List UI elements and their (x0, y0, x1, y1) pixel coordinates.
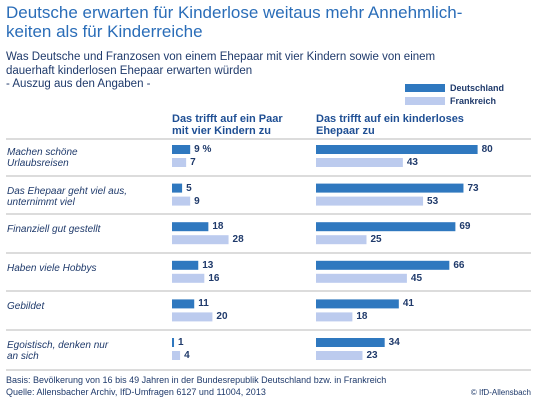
category-label: Egoistisch, denken nur an sich (7, 340, 109, 362)
value-label: 80 (481, 144, 493, 155)
bar (172, 273, 205, 283)
copyright: © IfD-Allensbach (470, 388, 531, 397)
bar (316, 299, 399, 309)
value-label: 9 % (194, 144, 212, 155)
value-label: 5 (186, 182, 192, 194)
value-label: 23 (366, 350, 378, 361)
panel-title: Das trifft auf ein kinderloses Ehepaar z… (316, 113, 464, 137)
category-label: Das Ehepaar geht viel aus, unternimmt vi… (7, 185, 128, 208)
category-label: Finanziell gut gestellt (7, 224, 101, 236)
value-label: 20 (216, 311, 228, 323)
value-label: 7 (190, 157, 196, 168)
bar (316, 273, 407, 283)
value-label: 43 (406, 157, 418, 168)
bar (172, 222, 209, 232)
value-label: 11 (198, 298, 209, 310)
value-label: 73 (467, 182, 479, 194)
value-label: 53 (427, 195, 439, 207)
legend-swatch (405, 97, 445, 105)
bar (172, 351, 181, 360)
value-label: 16 (208, 272, 220, 284)
category-label: Gebildet (7, 301, 45, 313)
value-label: 9 (194, 195, 200, 207)
subtitle: Was Deutsche und Franzosen von einem Ehe… (6, 51, 436, 90)
title: Deutsche erwarten für Kinderlose weitaus… (6, 3, 463, 41)
value-label: 25 (370, 234, 382, 246)
bar (316, 351, 363, 360)
category-label: Machen schöne Urlaubsreisen (7, 147, 78, 169)
value-label: 34 (388, 337, 400, 348)
bar (316, 196, 424, 206)
bar (172, 260, 199, 270)
value-label: 28 (232, 234, 244, 246)
value-label: 1 (178, 337, 184, 348)
bar (316, 338, 385, 347)
legend-swatch (405, 84, 445, 92)
value-label: 66 (453, 259, 465, 271)
legend-label: Frankreich (450, 96, 497, 106)
bar (316, 158, 403, 167)
bar (316, 260, 450, 270)
bar (172, 158, 187, 167)
note: Basis: Bevölkerung von 16 bis 49 Jahren … (6, 375, 387, 385)
bar (316, 145, 478, 154)
bar (316, 222, 456, 232)
bar (172, 299, 195, 309)
value-label: 18 (212, 221, 224, 233)
panel-title: Das trifft auf ein Paar mit vier Kindern… (172, 113, 283, 137)
value-label: 4 (184, 350, 190, 361)
bar (172, 312, 213, 322)
value-label: 69 (459, 221, 471, 233)
bar (172, 145, 191, 154)
value-label: 41 (402, 298, 414, 310)
value-label: 13 (202, 259, 214, 271)
bar (172, 338, 175, 347)
value-label: 45 (410, 272, 423, 284)
legend-label: Deutschland (450, 83, 505, 93)
bar (316, 312, 353, 322)
bar (172, 235, 229, 245)
value-label: 18 (356, 311, 368, 323)
note: Quelle: Allensbacher Archiv, IfD-Umfrage… (6, 387, 266, 397)
category-label: Haben viele Hobbys (7, 262, 97, 274)
bar (316, 183, 464, 193)
bar (172, 196, 191, 206)
bar (316, 235, 367, 245)
bar (172, 183, 183, 193)
